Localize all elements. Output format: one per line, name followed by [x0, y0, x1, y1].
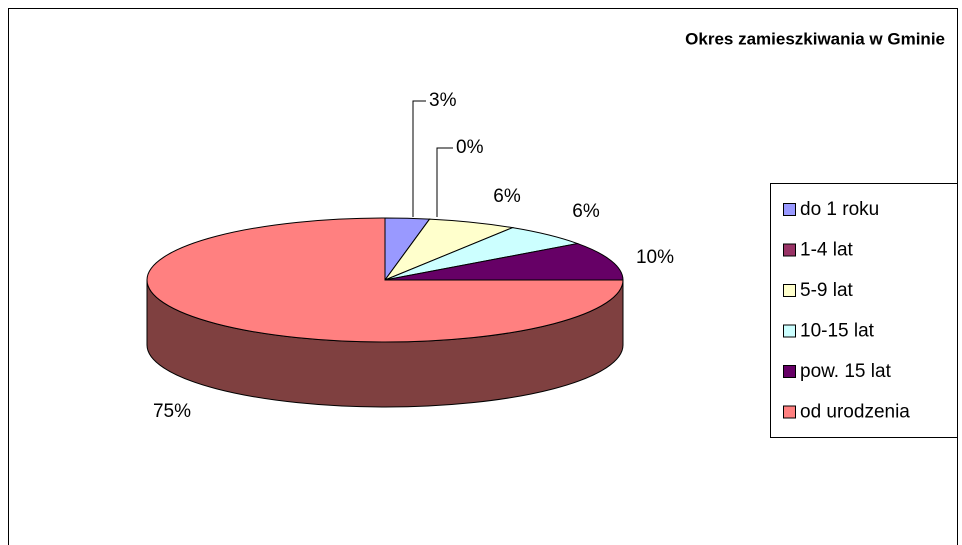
pie-slice	[146, 217, 624, 343]
chart-title: Okres zamieszkiwania w Gminie	[685, 29, 945, 48]
legend-label: pow. 15 lat	[800, 361, 892, 382]
legend-label: od urodzenia	[800, 402, 910, 423]
legend-swatch	[783, 324, 796, 338]
legend-label: 1-4 lat	[800, 240, 854, 261]
legend-box	[770, 183, 958, 438]
data-label: 0%	[456, 137, 484, 158]
data-label: 3%	[429, 90, 457, 111]
legend-label: 5-9 lat	[800, 280, 854, 301]
legend-swatch	[783, 405, 796, 419]
legend-swatch	[783, 284, 796, 297]
legend-label: do 1 roku	[800, 199, 879, 220]
legend-swatch	[783, 365, 796, 378]
legend-swatch	[783, 203, 796, 216]
data-label: 75%	[153, 401, 191, 422]
data-label: 6%	[572, 201, 600, 222]
leader-line	[436, 147, 453, 217]
data-label: 6%	[493, 186, 521, 207]
data-label: 10%	[636, 247, 674, 268]
legend-label: 10-15 lat	[800, 321, 875, 342]
pie-slice	[384, 243, 624, 281]
legend-swatch	[783, 243, 796, 257]
leader-line	[412, 100, 426, 217]
